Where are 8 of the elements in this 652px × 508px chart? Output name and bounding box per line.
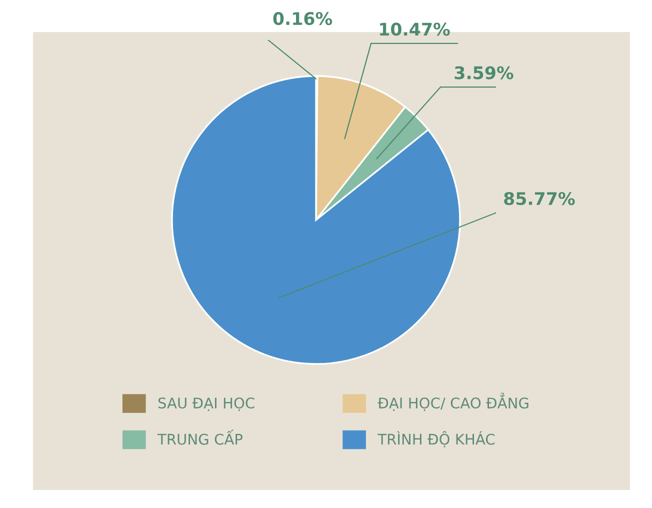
legend-label: SAU ĐẠI HỌC xyxy=(158,398,254,411)
legend-label: ĐẠI HỌC/ CAO ĐẲNG xyxy=(378,392,528,411)
data-label: 3.59% xyxy=(454,66,514,80)
data-label: 0.16% xyxy=(273,12,332,26)
data-label: 85.77% xyxy=(504,192,575,206)
legend-label: TRÌNH ĐỘ KHÁC xyxy=(378,431,495,448)
legend-label: TRUNG CẤP xyxy=(157,430,242,445)
data-label: 10.47% xyxy=(380,22,450,36)
